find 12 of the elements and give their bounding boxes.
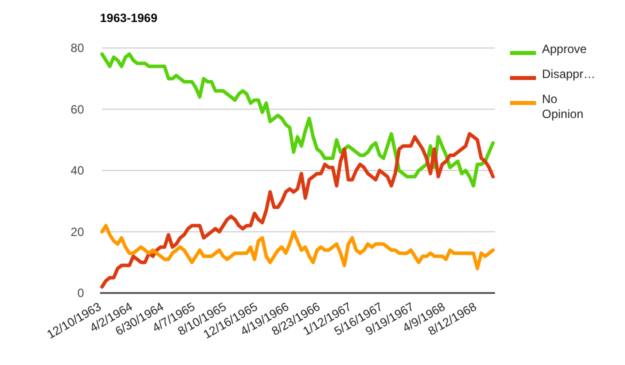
line-series	[100, 132, 495, 289]
y-tick-label: 60	[70, 102, 84, 116]
y-tick-label: 0	[77, 286, 84, 300]
y-tick-label: 40	[70, 164, 84, 178]
chart-title: 1963-1969	[100, 11, 158, 25]
line-series	[100, 224, 495, 270]
legend-label: No Opinion	[542, 92, 584, 121]
legend-label: Disappr…	[542, 67, 596, 81]
legend-label: Approve	[542, 42, 588, 56]
y-tick-label: 20	[70, 224, 84, 239]
y-tick-label: 80	[70, 41, 84, 56]
line-series	[100, 52, 495, 188]
